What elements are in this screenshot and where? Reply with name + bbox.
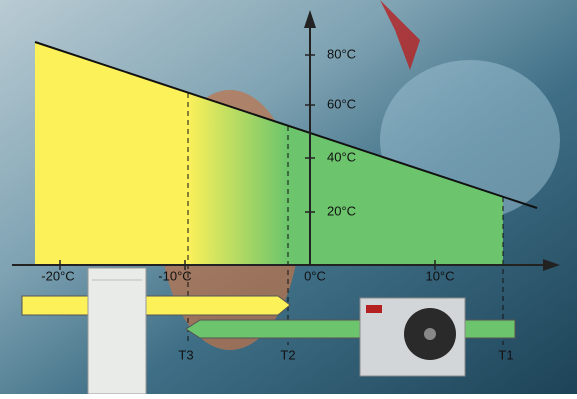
- diagram: -20°C -10°C 0°C 10°C 20°C 40°C 60°C 80°C…: [0, 0, 577, 394]
- x-label: -20°C: [41, 268, 74, 283]
- heat-pump-unit: [360, 298, 465, 376]
- marker-label: T2: [280, 347, 295, 362]
- marker-label: T3: [178, 347, 193, 362]
- x-label: -10°C: [158, 268, 191, 283]
- x-label: 10°C: [425, 268, 454, 283]
- marker-label: T1: [498, 347, 513, 362]
- y-label: 20°C: [327, 203, 356, 218]
- y-label: 40°C: [327, 149, 356, 164]
- boiler-range-arrow: [22, 296, 290, 315]
- x-label: 0°C: [304, 268, 326, 283]
- heat-pump-range-arrow: [186, 320, 515, 338]
- y-label: 60°C: [327, 96, 356, 111]
- y-label: 80°C: [327, 46, 356, 61]
- boiler-unit: [88, 268, 146, 394]
